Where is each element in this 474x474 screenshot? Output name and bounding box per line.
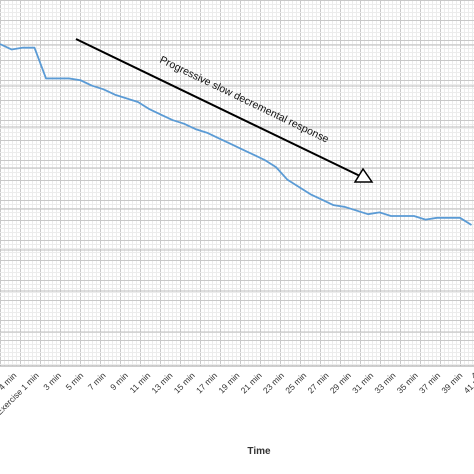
series-line — [0, 43, 472, 226]
x-tick-label: 15 min — [172, 370, 197, 395]
x-tick-label: 39 min — [439, 370, 464, 395]
x-tick-label: 9 min — [108, 370, 130, 392]
series-line-group — [0, 43, 472, 226]
x-tick-label: 29 min — [328, 370, 353, 395]
x-tick-label: 25 min — [283, 370, 308, 395]
annotation-arrow-line — [75, 38, 361, 177]
x-tick-label: 3 min — [41, 370, 63, 392]
x-tick-label: 33 min — [372, 370, 397, 395]
x-tick-label: 19 min — [216, 370, 241, 395]
x-tick-label: 11 min — [128, 370, 153, 395]
x-tick-label: 37 min — [417, 370, 442, 395]
x-tick-label: 7 min — [86, 370, 108, 392]
x-tick-label: 31 min — [350, 370, 375, 395]
x-tick-label: 21 min — [239, 370, 264, 395]
x-tick-label: 35 min — [395, 370, 420, 395]
x-tick-label: 27 min — [306, 370, 331, 395]
x-tick-label-partial: 4 — [469, 370, 474, 381]
x-tick-label: 23 min — [261, 370, 286, 395]
x-tick-label: 13 min — [149, 370, 174, 395]
x-tick-label: 17 min — [194, 370, 219, 395]
annotation-arrow-head — [353, 167, 374, 183]
grid — [0, 0, 474, 367]
x-tick-label: 5 min — [64, 370, 86, 392]
x-axis-title: Time — [247, 446, 271, 457]
